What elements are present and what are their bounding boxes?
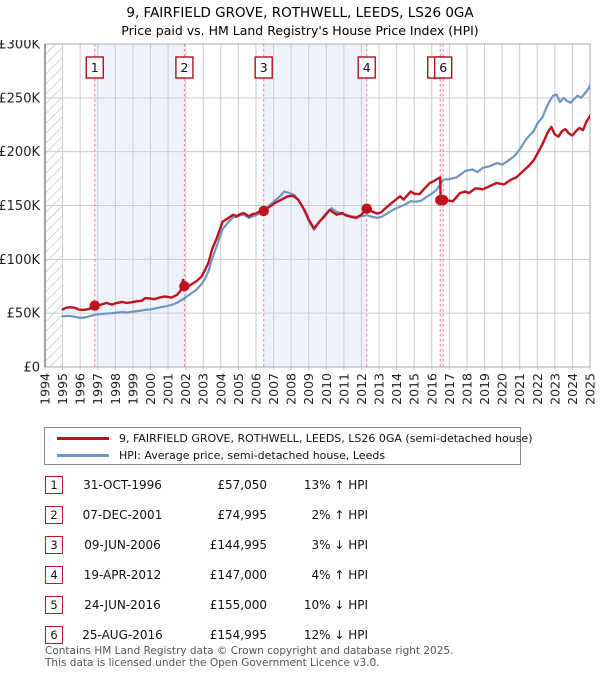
svg-text:2007: 2007 [266,373,281,405]
chart-legend: 9, FAIRFIELD GROVE, ROTHWELL, LEEDS, LS2… [44,427,533,465]
transaction-price: £154,995 [209,628,267,642]
svg-text:2020: 2020 [495,373,510,405]
svg-text:1996: 1996 [73,373,88,405]
svg-text:2015: 2015 [407,373,422,405]
svg-text:1999: 1999 [125,373,140,405]
svg-text:£250K: £250K [0,91,40,106]
page-title: 9, FAIRFIELD GROVE, ROTHWELL, LEEDS, LS2… [126,5,474,21]
transaction-number-badge: 4 [45,566,63,584]
transaction-date: 25-AUG-2016 [82,628,163,642]
svg-text:2014: 2014 [389,373,404,405]
svg-text:2004: 2004 [213,373,228,405]
sale-number-boxes: 1 2 3 4 6 [85,56,453,79]
transaction-hpi-delta: 13% ↑ HPI [303,478,368,492]
transaction-row: 4 19-APR-2012 £147,000 4% ↑ HPI [45,566,375,586]
svg-text:2010: 2010 [319,373,334,405]
svg-text:2021: 2021 [512,373,527,405]
transaction-price: £57,050 [217,478,267,492]
transaction-date: 09-JUN-2006 [84,538,161,552]
svg-text:2001: 2001 [161,373,176,405]
transaction-price: £147,000 [209,568,267,582]
svg-text:1994: 1994 [38,373,53,405]
transaction-row: 3 09-JUN-2006 £144,995 3% ↓ HPI [45,536,375,556]
transaction-hpi-delta: 3% ↓ HPI [311,538,368,552]
transaction-number-badge: 2 [45,506,63,524]
transaction-price: £74,995 [217,508,267,522]
svg-text:2009: 2009 [301,373,316,405]
svg-text:2005: 2005 [231,373,246,405]
price-history-chart: 1 2 3 4 6 £0 £50K £100K £150K £200K £250K £300K 1994… [0,40,598,405]
svg-text:£200K: £200K [0,145,40,160]
transaction-row: 6 25-AUG-2016 £154,995 12% ↓ HPI [45,626,375,646]
svg-text:£100K: £100K [0,253,40,268]
legend-label-property: 9, FAIRFIELD GROVE, ROTHWELL, LEEDS, LS2… [119,432,533,445]
property-line-swatch [57,437,109,440]
svg-text:2017: 2017 [442,373,457,405]
transaction-price: £144,995 [209,538,267,552]
svg-text:2016: 2016 [424,373,439,405]
page-subtitle: Price paid vs. HM Land Registry's House … [121,23,479,38]
svg-text:2024: 2024 [565,373,580,405]
transaction-row: 1 31-OCT-1996 £57,050 13% ↑ HPI [45,476,375,496]
legend-label-hpi: HPI: Average price, semi-detached house,… [119,449,386,462]
svg-text:1995: 1995 [55,373,70,405]
svg-text:1: 1 [91,60,99,75]
data-series [61,82,590,320]
svg-text:£300K: £300K [0,40,40,53]
svg-text:2008: 2008 [284,373,299,405]
hpi-line-swatch [57,454,109,457]
transaction-hpi-delta: 12% ↓ HPI [303,628,368,642]
transaction-number-badge: 1 [45,476,63,494]
sale-point-markers [89,194,449,311]
svg-text:2: 2 [180,60,188,75]
footer-line-2: This data is licensed under the Open Gov… [45,656,380,669]
footer-line-1: Contains HM Land Registry data © Crown c… [45,645,454,657]
transaction-date: 07-DEC-2001 [82,508,163,522]
transaction-row: 5 24-JUN-2016 £155,000 10% ↓ HPI [45,596,375,616]
transaction-date: 31-OCT-1996 [83,478,162,492]
svg-text:£0: £0 [23,361,40,376]
svg-text:2006: 2006 [248,373,263,405]
svg-text:2013: 2013 [372,373,387,405]
hpi-line [61,82,590,320]
svg-text:2002: 2002 [178,373,193,405]
svg-text:2003: 2003 [196,373,211,405]
svg-text:2022: 2022 [530,373,545,405]
svg-text:2023: 2023 [547,373,562,405]
svg-text:2000: 2000 [143,373,158,405]
svg-text:6: 6 [439,60,447,75]
svg-text:2018: 2018 [459,373,474,405]
svg-text:2025: 2025 [583,373,598,405]
svg-text:£50K: £50K [7,307,41,322]
svg-text:2012: 2012 [354,373,369,405]
svg-text:2019: 2019 [477,373,492,405]
transaction-date: 24-JUN-2016 [84,598,161,612]
x-axis-tick-labels: 1994 1995 1996 1997 1998 1999 2000 2001 2002 2003… [38,373,598,405]
svg-text:2011: 2011 [336,373,351,405]
y-axis-tick-labels: £0 £50K £100K £150K £200K £250K £300K [0,40,40,376]
transaction-date: 19-APR-2012 [83,568,162,582]
svg-text:£150K: £150K [0,199,40,214]
transaction-hpi-delta: 2% ↑ HPI [311,508,368,522]
transaction-number-badge: 3 [45,536,63,554]
transaction-hpi-delta: 10% ↓ HPI [303,598,368,612]
transaction-hpi-delta: 4% ↑ HPI [311,568,368,582]
transaction-price: £155,000 [209,598,267,612]
legend-item-property: 9, FAIRFIELD GROVE, ROTHWELL, LEEDS, LS2… [45,430,533,447]
svg-text:1997: 1997 [90,373,105,405]
svg-text:3: 3 [260,60,268,75]
svg-text:1998: 1998 [108,373,123,405]
svg-text:4: 4 [363,60,371,75]
legend-item-hpi: HPI: Average price, semi-detached house,… [45,447,385,464]
transaction-number-badge: 5 [45,596,63,614]
transaction-number-badge: 6 [45,626,63,644]
license-footer: Contains HM Land Registry data © Crown c… [45,645,585,669]
property-price-line [61,113,590,312]
transaction-row: 2 07-DEC-2001 £74,995 2% ↑ HPI [45,506,375,526]
